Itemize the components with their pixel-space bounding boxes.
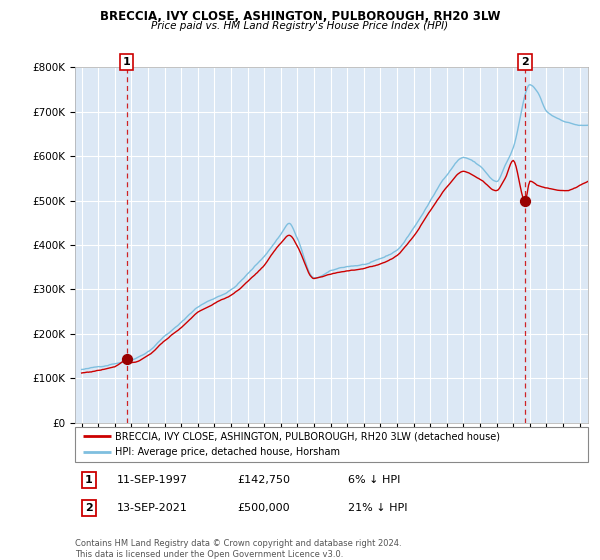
Text: 1: 1: [123, 57, 131, 67]
Point: [520, 196, 530, 205]
Text: HPI: Average price, detached house, Horsham: HPI: Average price, detached house, Hors…: [115, 447, 340, 458]
Text: Contains HM Land Registry data © Crown copyright and database right 2024.
This d: Contains HM Land Registry data © Crown c…: [75, 539, 401, 559]
Text: Price paid vs. HM Land Registry's House Price Index (HPI): Price paid vs. HM Land Registry's House …: [151, 21, 449, 31]
Text: 21% ↓ HPI: 21% ↓ HPI: [348, 503, 407, 513]
Text: 13-SEP-2021: 13-SEP-2021: [117, 503, 188, 513]
Text: 11-SEP-1997: 11-SEP-1997: [117, 475, 188, 485]
Text: £500,000: £500,000: [237, 503, 290, 513]
Text: BRECCIA, IVY CLOSE, ASHINGTON, PULBOROUGH, RH20 3LW (detached house): BRECCIA, IVY CLOSE, ASHINGTON, PULBOROUG…: [115, 431, 500, 441]
Text: 2: 2: [85, 503, 92, 513]
Point: [122, 355, 131, 364]
Text: 1: 1: [85, 475, 92, 485]
Text: 2: 2: [521, 57, 529, 67]
Text: 6% ↓ HPI: 6% ↓ HPI: [348, 475, 400, 485]
Text: BRECCIA, IVY CLOSE, ASHINGTON, PULBOROUGH, RH20 3LW: BRECCIA, IVY CLOSE, ASHINGTON, PULBOROUG…: [100, 10, 500, 23]
Text: £142,750: £142,750: [237, 475, 290, 485]
